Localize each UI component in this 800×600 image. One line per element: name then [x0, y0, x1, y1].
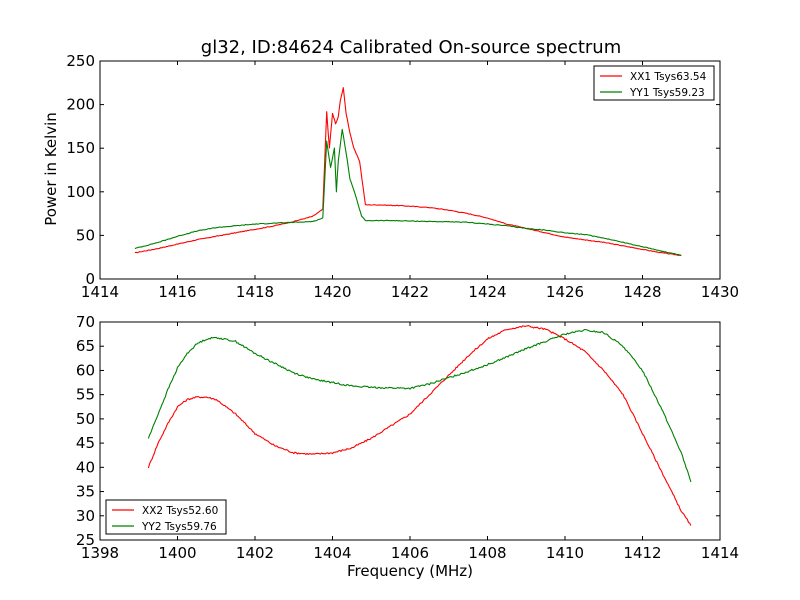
- bottom-y-tick-label: 65: [76, 337, 95, 355]
- bottom-x-tick-label: 1412: [623, 544, 661, 562]
- top-x-tick-label: 1426: [546, 283, 584, 301]
- top-x-tick-label: 1428: [623, 283, 661, 301]
- top-y-tick-label: 100: [66, 183, 95, 201]
- bottom-legend-label-1: XX2 Tsys52.60: [142, 505, 218, 517]
- top-y-tick-label: 50: [76, 226, 95, 244]
- bottom-series-1-line: [147, 325, 692, 526]
- bottom-x-tick-label: 1400: [158, 544, 196, 562]
- bottom-legend-box: [105, 499, 227, 535]
- bottom-x-tick-label: 1404: [313, 544, 351, 562]
- bottom-y-tick-label: 30: [76, 507, 95, 525]
- bottom-y-tick-label: 55: [76, 386, 95, 404]
- bottom-y-tick-label: 70: [76, 313, 95, 331]
- bottom-x-tick-label: 1410: [546, 544, 584, 562]
- chart-title: gl32, ID:84624 Calibrated On-source spec…: [201, 37, 621, 58]
- top-panel: Power in Kelvin 1414 1416 1418 1420 1422 1424…: [42, 52, 739, 301]
- top-y-tick-label: 150: [66, 139, 95, 157]
- top-series-1-line: [134, 87, 682, 257]
- bottom-y-tick-label: 50: [76, 410, 95, 428]
- top-x-tick-label: 1424: [468, 283, 506, 301]
- top-x-tick-label: 1416: [158, 283, 196, 301]
- bottom-x-tick-label: 1402: [236, 544, 274, 562]
- top-legend-label-2: YY1 Tsys59.23: [629, 87, 705, 99]
- bottom-y-tick-label: 40: [76, 458, 95, 476]
- bottom-x-tick-label: 1408: [468, 544, 506, 562]
- bottom-series-2-line: [147, 329, 692, 483]
- top-y-tick-label: 250: [66, 52, 95, 70]
- bottom-y-tick-label: 35: [76, 483, 95, 501]
- top-y-tick-label: 200: [66, 96, 95, 114]
- top-y-tick-label: 0: [85, 270, 95, 288]
- bottom-y-tick-label: 60: [76, 361, 95, 379]
- bottom-x-tick-label: 1406: [391, 544, 429, 562]
- top-x-tick-label: 1422: [391, 283, 429, 301]
- top-x-tick-label: 1414: [81, 283, 119, 301]
- bottom-legend-label-2: YY2 Tsys59.76: [141, 521, 217, 533]
- top-panel-y-axis-label: Power in Kelvin: [42, 112, 60, 226]
- top-x-tick-label: 1430: [701, 283, 739, 301]
- bottom-x-tick-label: 1398: [81, 544, 119, 562]
- top-series-2-line: [134, 128, 682, 256]
- top-legend-box: [593, 65, 715, 101]
- top-legend-label-1: XX1 Tsys63.54: [630, 71, 707, 83]
- bottom-x-tick-label: 1414: [701, 544, 739, 562]
- top-x-tick-label: 1420: [313, 283, 351, 301]
- bottom-y-tick-label: 25: [76, 531, 95, 549]
- bottom-y-tick-label: 45: [76, 434, 95, 452]
- top-x-tick-label: 1418: [236, 283, 274, 301]
- bottom-panel: Frequency (MHz) 1398 1400 1402 1404 1406 1408…: [76, 313, 739, 580]
- bottom-panel-x-axis-label: Frequency (MHz): [347, 562, 473, 580]
